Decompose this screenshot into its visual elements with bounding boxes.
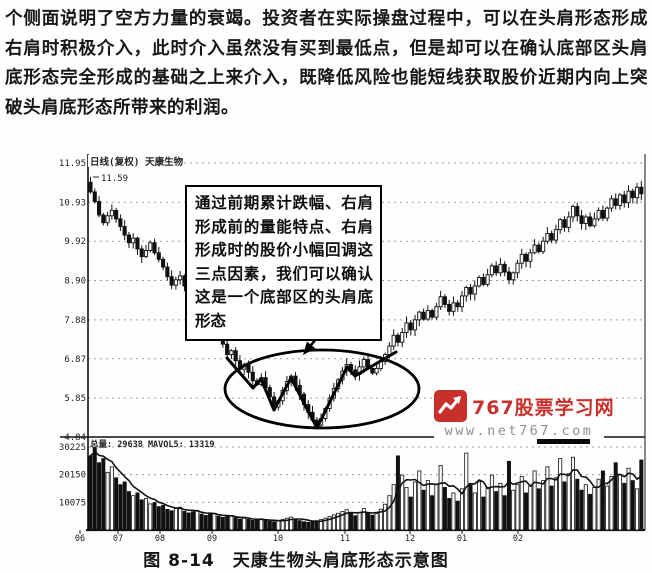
svg-text:10.93: 10.93 xyxy=(59,198,86,208)
annotation-text: 通过前期累计跌幅、右肩形成前的量能特点、右肩形成时的股价小幅回调这三点因素，我们… xyxy=(195,194,373,330)
svg-text:7.88: 7.88 xyxy=(64,316,86,326)
svg-text:07: 07 xyxy=(113,534,123,544)
pattern-ellipse xyxy=(223,348,421,430)
watermark: 767股票学习网 www.net767.com xyxy=(434,390,614,439)
volume-ma-line xyxy=(89,450,642,523)
svg-text:11.95: 11.95 xyxy=(59,159,86,169)
annotation-box: 通过前期累计跌幅、右肩形成前的量能特点、右肩形成时的股价小幅回调这三点因素，我们… xyxy=(185,185,382,341)
svg-text:20150: 20150 xyxy=(59,471,86,481)
figure-caption: 图 8-14 天康生物头肩底形态示意图 xyxy=(143,551,449,571)
svg-text:6.87: 6.87 xyxy=(64,355,86,365)
svg-text:5.85: 5.85 xyxy=(64,394,86,404)
title-backing xyxy=(88,155,183,167)
intro-paragraph: 个侧面说明了空方力量的衰竭。投资者在实际操盘过程中，可以在头肩形态形成右肩时积极… xyxy=(5,9,648,118)
svg-text:10: 10 xyxy=(273,534,283,544)
svg-text:10075: 10075 xyxy=(59,498,86,508)
volume-bars xyxy=(88,447,644,531)
svg-text:06: 06 xyxy=(75,534,85,544)
svg-text:30225: 30225 xyxy=(59,443,86,453)
svg-text:01: 01 xyxy=(457,534,467,544)
callout-arrow-head xyxy=(303,341,316,355)
svg-text:12: 12 xyxy=(405,534,415,544)
svg-text:08: 08 xyxy=(155,534,165,544)
trend-arrow-icon xyxy=(434,390,467,422)
svg-text:8.90: 8.90 xyxy=(64,277,86,287)
chart-title: 日线(复权) 天康生物 xyxy=(90,156,184,168)
watermark-url: www.net767.com xyxy=(444,423,594,439)
svg-text:09: 09 xyxy=(207,534,217,544)
price-tag: 11.59 xyxy=(101,174,128,184)
head-shoulders-zigzag xyxy=(225,350,398,430)
svg-text:9.92: 9.92 xyxy=(64,237,86,247)
volume-header: 总量: 29638 MAVOL5: 13319 xyxy=(90,439,214,450)
svg-text:02: 02 xyxy=(513,534,523,544)
svg-text:11: 11 xyxy=(340,534,350,544)
watermark-site-name: 767股票学习网 xyxy=(472,396,615,419)
svg-text:4.84: 4.84 xyxy=(64,433,86,443)
